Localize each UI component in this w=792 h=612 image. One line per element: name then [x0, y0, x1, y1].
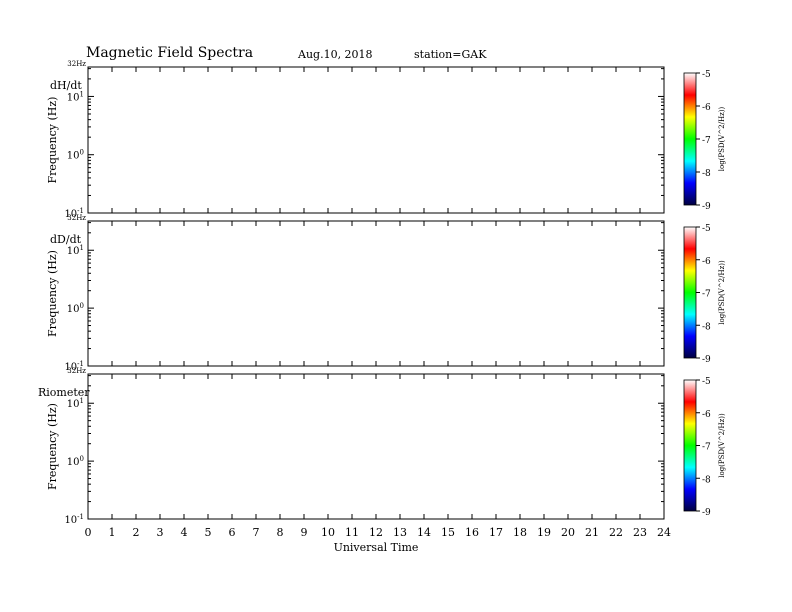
x-tick-label: 4	[181, 526, 188, 539]
y-tick-label: 100	[67, 455, 84, 468]
x-tick-label: 5	[205, 526, 212, 539]
x-tick-label: 11	[345, 526, 359, 539]
colorbar-tick-label: -7	[702, 290, 711, 300]
colorbar-tick-label: -9	[702, 508, 711, 518]
y-tick-label: 10-1	[64, 513, 84, 526]
colorbar-tick-label: -7	[702, 443, 711, 453]
colorbar-tick-label: -8	[702, 169, 711, 179]
figure-title: Magnetic Field Spectra	[86, 45, 254, 61]
y-tick-label: 100	[67, 149, 84, 162]
y-top-label: 32Hz	[67, 367, 86, 375]
colorbar-tick-label: -8	[702, 322, 711, 332]
x-tick-label: 14	[417, 526, 431, 539]
colorbar-tick-label: -9	[702, 202, 711, 212]
x-tick-label: 16	[465, 526, 479, 539]
x-tick-label: 1	[109, 526, 116, 539]
y-tick-label: 10-1	[64, 207, 84, 220]
plot-frame	[87, 373, 665, 520]
x-tick-label: 23	[633, 526, 647, 539]
colorbar-tick-label: -6	[702, 410, 711, 420]
panel-label: dH/dt	[50, 79, 82, 92]
colorbar	[683, 72, 697, 206]
date-label: Aug.10, 2018	[298, 48, 373, 61]
x-tick-label: 17	[489, 526, 503, 539]
colorbar	[683, 379, 697, 512]
x-tick-label: 9	[301, 526, 308, 539]
x-tick-label: 12	[369, 526, 383, 539]
y-axis-label: Frequency (Hz)	[46, 250, 59, 337]
x-tick-label: 18	[513, 526, 527, 539]
x-tick-label: 0	[85, 526, 92, 539]
x-tick-label: 2	[133, 526, 140, 539]
colorbar-tick-label: -9	[702, 355, 711, 365]
x-tick-label: 21	[585, 526, 599, 539]
colorbar-tick-label: -5	[702, 224, 711, 234]
y-axis-label: Frequency (Hz)	[46, 403, 59, 490]
colorbar-tick-label: -5	[702, 70, 711, 80]
colorbar	[683, 226, 697, 359]
colorbar-tick-label: -5	[702, 377, 711, 387]
x-tick-label: 20	[561, 526, 575, 539]
x-tick-label: 22	[609, 526, 623, 539]
x-tick-label: 8	[277, 526, 284, 539]
station-label: station=GAK	[414, 48, 487, 61]
y-top-label: 32Hz	[67, 60, 86, 68]
y-tick-label: 100	[67, 302, 84, 315]
colorbar-label: log(PSD(V^2/Hz))	[718, 413, 726, 478]
colorbar-label: log(PSD(V^2/Hz))	[718, 260, 726, 325]
colorbar-label: log(PSD(V^2/Hz))	[718, 106, 726, 171]
panel-label: Riometer	[38, 386, 90, 399]
y-top-label: 32Hz	[67, 214, 86, 222]
x-tick-label: 19	[537, 526, 551, 539]
y-tick-label: 10-1	[64, 360, 84, 373]
x-tick-label: 3	[157, 526, 164, 539]
x-tick-label: 7	[253, 526, 260, 539]
x-tick-label: 15	[441, 526, 455, 539]
plot-frame	[87, 66, 665, 214]
x-tick-label: 13	[393, 526, 407, 539]
x-axis-label: Universal Time	[334, 541, 419, 554]
y-tick-label: 101	[67, 397, 84, 410]
x-tick-label: 24	[657, 526, 671, 539]
y-tick-label: 101	[67, 90, 84, 103]
plot-frame	[87, 220, 665, 367]
panel-label: dD/dt	[50, 233, 82, 246]
x-tick-label: 6	[229, 526, 236, 539]
x-tick-label: 10	[321, 526, 335, 539]
y-axis-label: Frequency (Hz)	[46, 97, 59, 184]
colorbar-tick-label: -7	[702, 136, 711, 146]
y-tick-label: 101	[67, 244, 84, 257]
colorbar-tick-label: -6	[702, 103, 711, 113]
colorbar-tick-label: -6	[702, 257, 711, 267]
colorbar-tick-label: -8	[702, 475, 711, 485]
